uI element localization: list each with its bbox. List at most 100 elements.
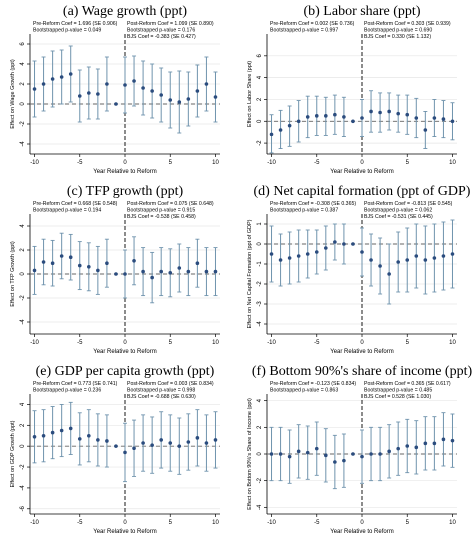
annotation-pre-pvalue: Bootstrapped p-value = 0.387 <box>270 208 338 214</box>
x-tick-label: 10 <box>449 160 456 166</box>
x-tick-label: 5 <box>406 520 410 526</box>
data-point <box>177 100 182 104</box>
y-axis-label: Effect on TFP Growth (ppt) <box>10 241 16 307</box>
y-tick-label: 4 <box>257 75 263 79</box>
data-point <box>41 260 46 264</box>
data-point <box>423 128 428 132</box>
y-tick-label: 4 <box>20 224 26 228</box>
data-point <box>378 452 382 456</box>
data-point <box>87 433 91 438</box>
data-point <box>105 261 109 266</box>
annotation-post-coef: Post-Reform Coef = 0.365 (SE 0.617) <box>364 381 451 387</box>
data-point <box>68 255 73 259</box>
y-axis-label: Effect on Labor Share (ppt) <box>247 61 253 127</box>
data-point <box>333 112 337 117</box>
y-tick-label: -2 <box>257 477 263 483</box>
annotation-post-coef: Post-Reform Coef = 0.003 (SE 0.834) <box>127 381 214 387</box>
annotation-post-pvalue: Bootstrapped p-value = 0.176 <box>127 28 195 34</box>
data-point <box>68 426 73 431</box>
chart-title: (b) Labor share (ppt) <box>303 4 420 19</box>
y-tick-label: 2 <box>20 423 26 427</box>
data-point <box>204 82 209 86</box>
y-tick-label: 4 <box>20 402 26 406</box>
x-tick-label: 5 <box>406 160 410 166</box>
chart-panel-4: (d) Net capital formation (ppt of GDP) -4… <box>247 184 471 355</box>
data-point <box>195 89 200 93</box>
data-point <box>278 258 283 262</box>
annotation-bjs-coef: BJS Coef = 0.330 (SE 1.132) <box>364 34 431 40</box>
data-point <box>177 266 182 270</box>
x-tick-label: -10 <box>30 340 39 346</box>
data-point <box>269 132 274 137</box>
data-point <box>141 269 145 274</box>
x-tick-label: 0 <box>123 520 127 526</box>
data-point <box>204 269 209 274</box>
data-point <box>450 252 455 256</box>
y-tick-label: 0 <box>257 452 263 456</box>
x-axis-label: Year Relative to Reform <box>93 529 156 535</box>
data-point <box>414 445 419 450</box>
y-tick-label: -4 <box>20 319 26 325</box>
data-point <box>278 128 283 132</box>
y-tick-label: -4 <box>20 141 26 147</box>
y-tick-label: -2 <box>20 464 26 470</box>
data-point <box>342 458 346 463</box>
data-point <box>186 269 191 274</box>
x-tick-label: -10 <box>267 340 276 346</box>
y-tick-label: 0 <box>20 272 26 276</box>
annotation-pre-pvalue: Bootstrapped p-value = 0.236 <box>33 388 101 394</box>
data-point <box>305 450 310 455</box>
data-point <box>50 77 55 81</box>
data-point <box>32 87 37 91</box>
chart-panel-1: (a) Wage growth (ppt) -4 -2 0 2 4 6 -10 -5 0 5 10 Ye… <box>10 4 220 175</box>
data-point <box>141 86 145 90</box>
y-tick-label: 4 <box>20 62 26 66</box>
data-point <box>296 254 301 258</box>
x-tick-label: -5 <box>77 520 83 526</box>
data-point <box>441 437 446 442</box>
data-point <box>168 441 173 445</box>
data-point <box>41 433 46 438</box>
annotation-pre-coef: Pre-Reform Coef = 0.668 (SE 0.548) <box>33 201 118 207</box>
y-tick-label: 2 <box>257 97 263 101</box>
x-tick-label: 0 <box>123 160 127 166</box>
x-tick-label: 5 <box>406 340 410 346</box>
annotation-post-coef: Post-Reform Coef = 1.099 (SE 0.890) <box>127 21 214 27</box>
chart-title: (a) Wage growth (ppt) <box>63 4 188 19</box>
data-point <box>342 115 346 119</box>
data-point <box>50 261 55 266</box>
data-point <box>150 275 154 280</box>
data-point <box>378 110 382 115</box>
data-point <box>396 111 400 116</box>
data-point <box>195 261 200 266</box>
data-point <box>305 115 310 119</box>
y-tick-label: -4 <box>257 321 263 327</box>
y-axis-label: Effect on Wage Growth (ppt) <box>10 59 16 129</box>
y-tick-label: -2 <box>20 121 26 127</box>
y-tick-label: 0 <box>257 242 263 246</box>
x-tick-label: -10 <box>267 520 276 526</box>
data-point <box>450 119 455 124</box>
data-point <box>177 444 182 448</box>
data-point <box>96 438 100 442</box>
x-tick-label: 5 <box>169 340 173 346</box>
x-tick-label: 10 <box>212 520 219 526</box>
chart-panel-6: (f) Bottom 90%'s share of income (ppt) -4… <box>247 364 472 535</box>
x-tick-label: -10 <box>30 160 39 166</box>
data-point <box>405 258 410 262</box>
annotation-bjs-coef: BJS Coef = -0.531 (SE 0.445) <box>364 214 433 220</box>
data-point <box>387 109 391 114</box>
chart-panel-2: (b) Labor share (ppt) -2 0 2 4 6 -10 -5 0 5 10 Year… <box>247 4 457 175</box>
data-point <box>123 450 127 455</box>
data-point <box>59 75 64 79</box>
data-point <box>369 452 373 456</box>
data-point <box>87 265 91 269</box>
annotation-post-pvalue: Bootstrapped p-value = 0.485 <box>364 388 432 394</box>
data-point <box>132 259 136 263</box>
annotation-pre-pvalue: Bootstrapped p-value = 0.049 <box>33 28 101 34</box>
x-tick-label: 0 <box>360 160 364 166</box>
y-tick-label: -1 <box>257 261 263 267</box>
chart-title: (f) Bottom 90%'s share of income (ppt) <box>252 364 473 379</box>
x-tick-label: -5 <box>314 160 320 166</box>
